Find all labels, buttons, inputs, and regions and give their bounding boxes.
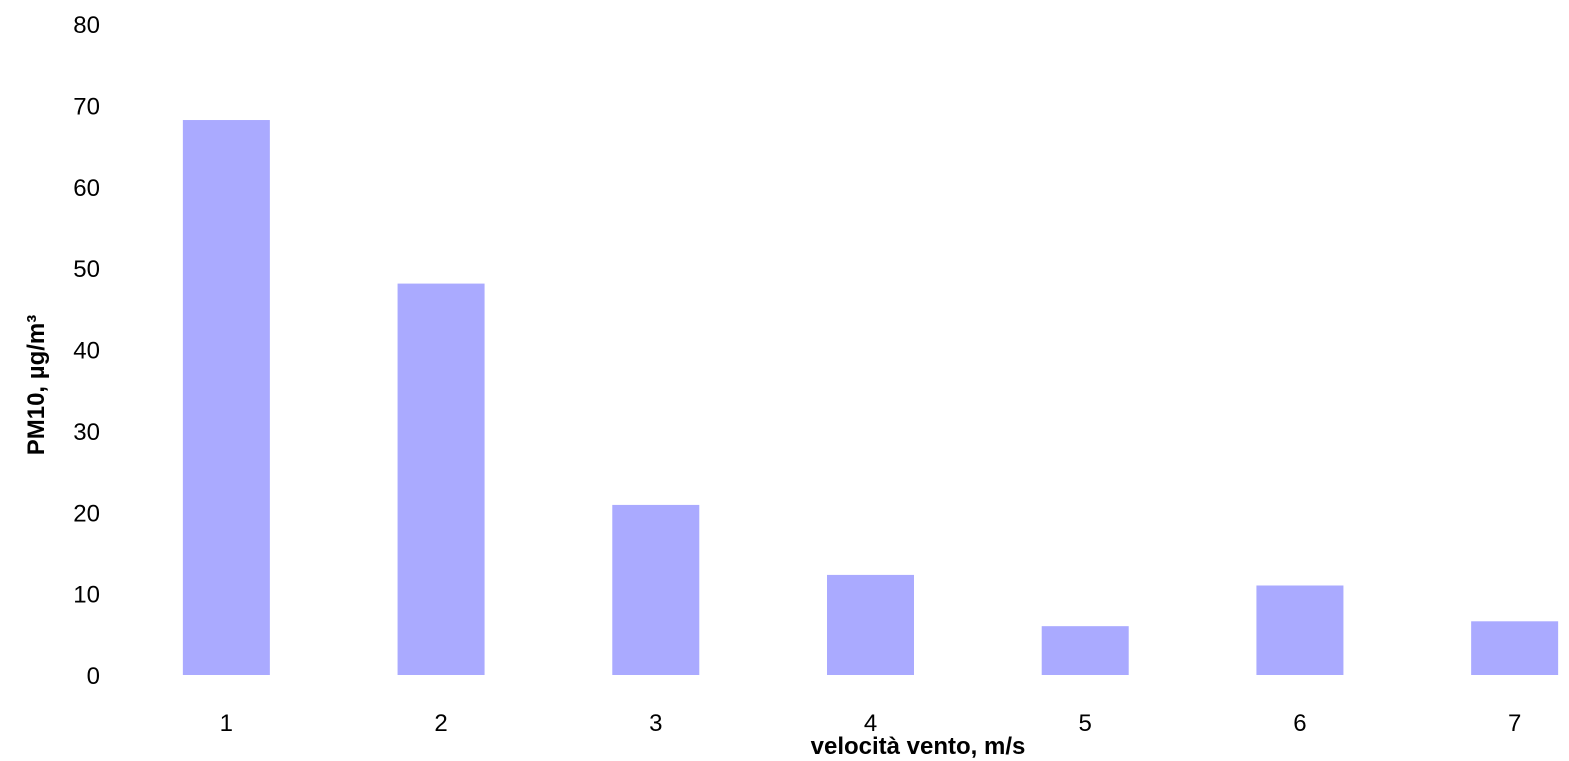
bar xyxy=(1471,621,1559,675)
y-tick-label: 60 xyxy=(73,175,100,202)
y-tick-label: 40 xyxy=(73,338,100,365)
x-tick-label: 6 xyxy=(1293,710,1306,737)
x-tick-label: 1 xyxy=(220,710,233,737)
x-tick-label: 7 xyxy=(1508,710,1521,737)
x-tick-label: 4 xyxy=(864,710,877,737)
y-tick-label: 80 xyxy=(73,12,100,39)
bar xyxy=(612,504,700,675)
bar xyxy=(1041,626,1129,675)
bar xyxy=(182,120,270,675)
bar xyxy=(1256,585,1344,675)
y-axis-tick-labels: 0 10 20 30 40 50 60 70 80 xyxy=(73,12,100,690)
bar xyxy=(397,283,485,675)
x-tick-label: 2 xyxy=(434,710,447,737)
y-tick-label: 70 xyxy=(73,93,100,120)
y-axis-title: PM10, µg/m³ xyxy=(23,315,50,456)
y-tick-label: 10 xyxy=(73,582,100,609)
x-tick-label: 3 xyxy=(649,710,662,737)
y-tick-label: 0 xyxy=(87,663,100,690)
y-tick-label: 50 xyxy=(73,256,100,283)
y-tick-label: 20 xyxy=(73,500,100,527)
y-tick-label: 30 xyxy=(73,419,100,446)
bar-series xyxy=(182,120,1559,675)
x-axis-title: velocità vento, m/s xyxy=(811,733,1026,760)
bar xyxy=(827,574,914,675)
x-tick-label: 5 xyxy=(1079,710,1092,737)
x-axis-tick-labels: 1 2 3 4 5 6 7 xyxy=(220,710,1522,737)
